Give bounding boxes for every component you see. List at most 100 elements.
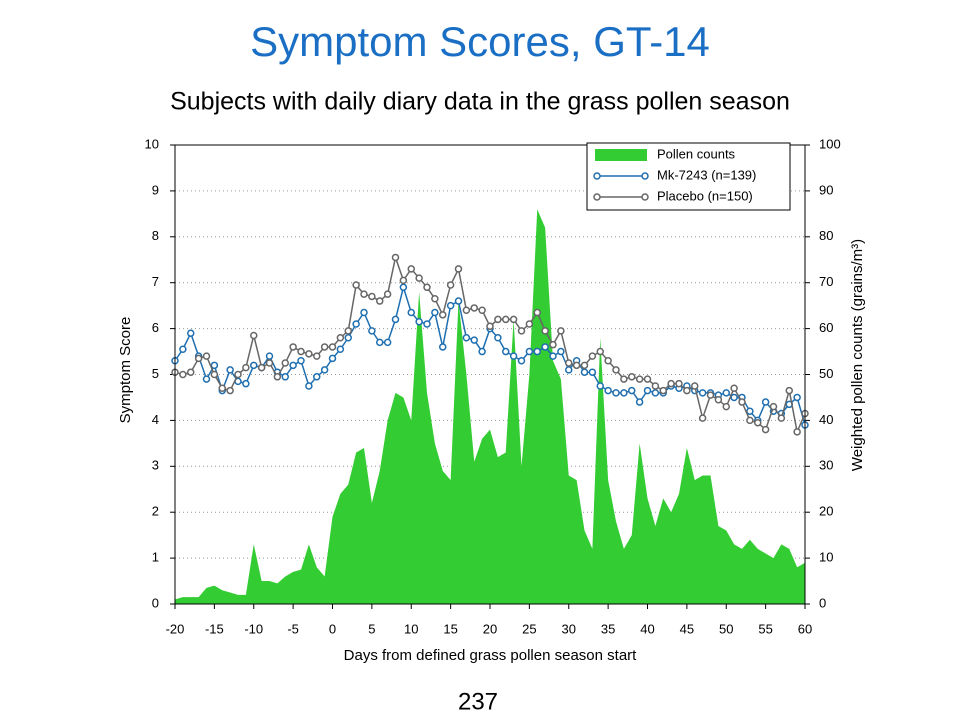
y-tick-label: 3 [152,458,159,473]
series-marker [446,301,455,310]
series-marker [179,370,187,379]
series-marker [746,407,754,415]
series-marker [242,363,250,372]
series-marker [691,382,699,390]
y-axis-title: Symptom Score [117,317,134,424]
series-marker [722,402,730,411]
y-tick-label: 2 [152,504,159,519]
y2-tick-label: 20 [819,504,833,519]
series-marker [714,395,723,404]
series-marker [517,356,526,365]
x-axis-title: Days from defined grass pollen season st… [344,647,637,664]
x-tick-label: 45 [680,621,694,636]
series-marker [525,320,534,328]
series-marker [313,352,321,360]
plot-frame [174,144,806,605]
series-marker [793,428,801,436]
series-marker [793,393,801,402]
series-marker [667,379,675,388]
series-marker [761,398,770,406]
series-marker [320,366,329,374]
series-marker [549,340,557,349]
series-marker [210,370,219,379]
series-marker [352,281,360,289]
series-marker [588,368,597,376]
series-marker [683,386,691,395]
series-marker [565,359,573,367]
series-marker [336,345,345,354]
y-tick-label: 8 [152,228,159,243]
series-marker [179,345,187,354]
legend-label: Mk-7243 (n=139) [657,167,756,182]
y2-axis-title: Weighted pollen counts (grains/m³) [849,239,866,471]
series-marker [344,327,352,335]
x-tick-label: 60 [798,621,812,636]
series-marker [273,373,282,381]
series-marker [612,366,620,374]
series-marker [360,308,368,317]
series-marker [265,352,274,360]
series-marker [620,375,628,383]
x-tick-label: -5 [287,621,299,636]
series-marker [698,389,707,397]
y2-tick-label: 10 [819,550,833,565]
x-tick-label: 35 [601,621,615,636]
series-marker [533,347,541,356]
series-marker [588,352,597,360]
series-marker [202,375,211,383]
series-marker [470,304,478,312]
series-marker [289,343,297,351]
chart-subtitle: Subjects with daily diary data in the gr… [170,88,790,116]
series-marker [549,352,557,360]
series-marker [289,361,297,370]
series-marker [320,343,329,351]
y-tick-label: 6 [152,320,159,335]
legend-marker [593,193,601,201]
series-marker [265,359,274,367]
series-marker [218,384,226,393]
series-marker [494,315,502,324]
y-tick-label: 1 [152,550,159,565]
series-marker [557,347,565,356]
series-marker [297,347,305,356]
series-marker [399,276,408,285]
series-marker [706,391,715,399]
series-marker [439,343,447,351]
series-marker [439,311,447,319]
series-marker [722,389,730,397]
series-marker [628,386,636,395]
series-marker [391,253,400,262]
series-marker [431,308,439,317]
series-marker [769,402,778,411]
series-marker [730,393,738,402]
y2-tick-label: 70 [819,274,833,289]
series-marker [423,283,431,292]
series-marker [297,356,305,365]
series-marker [777,414,786,422]
y-tick-label: 9 [152,182,159,197]
series-marker [517,327,526,335]
legend-label: Placebo (n=150) [657,188,753,203]
series-marker [391,315,400,324]
series-marker [509,352,518,360]
series-marker [202,352,211,360]
series-marker [415,274,423,282]
series-marker [596,382,604,390]
y-tick-label: 10 [145,136,159,151]
page-number: 237 [458,688,498,715]
legend-swatch [595,149,647,161]
series-marker [675,379,683,388]
x-tick-label: 10 [404,621,418,636]
series-marker [344,334,352,342]
series-marker [478,306,486,314]
y2-tick-label: 100 [819,136,841,151]
series-marker [754,418,762,427]
x-tick-label: 40 [640,621,654,636]
x-tick-label: -10 [244,621,263,636]
series-marker [651,389,660,397]
series-marker [399,283,408,292]
series-marker [580,368,589,376]
series-marker [187,368,195,376]
series-marker [462,334,471,342]
